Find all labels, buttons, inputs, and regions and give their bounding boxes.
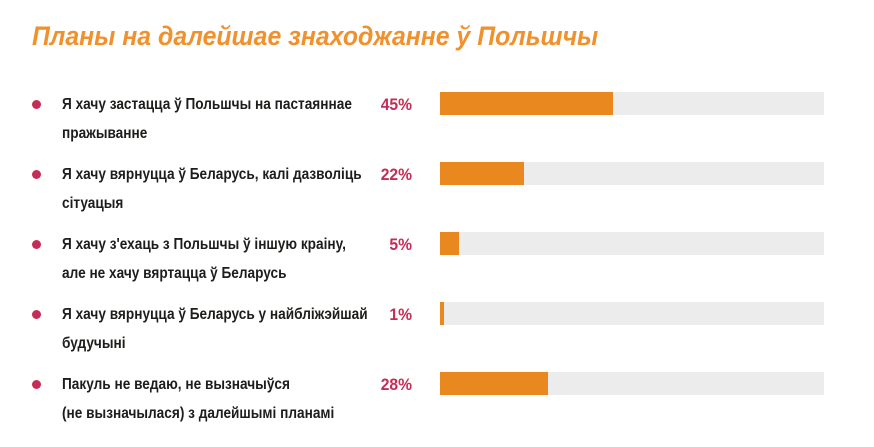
label-line-2: будучыні [62, 335, 126, 352]
label-line-1: Я хачу вярнуцца ў Беларусь у найбліжэйша… [62, 306, 368, 323]
chart-row: Я хачу з'ехаць з Польшчы ў іншую краіну,… [32, 230, 824, 300]
row-value: 22% [380, 165, 412, 184]
bar-track [440, 162, 824, 185]
bullet-icon [32, 380, 41, 389]
row-value: 45% [380, 95, 412, 114]
chart-row: Пакуль не ведаю, не вызначыўся (не вызна… [32, 370, 824, 428]
page: { "colors": { "title_color": "#F1912D", … [0, 20, 874, 447]
row-value: 28% [380, 375, 412, 394]
bar-track [440, 232, 824, 255]
bar-track [440, 92, 824, 115]
row-value: 1% [389, 305, 412, 324]
bar-fill [440, 92, 613, 115]
label-line-1: Я хачу застацца ў Польшчы на пастаяннае [62, 96, 352, 113]
bar-fill [440, 162, 525, 185]
bar-fill [440, 302, 444, 325]
label-line-1: Я хачу вярнуцца ў Беларусь, калі дазволі… [62, 166, 362, 183]
bullet-icon [32, 310, 41, 319]
bar-track [440, 302, 824, 325]
chart-row: Я хачу вярнуцца ў Беларусь, калі дазволі… [32, 160, 824, 230]
bullet-icon [32, 170, 41, 179]
bullet-icon [32, 100, 41, 109]
label-line-2: (не вызначылася) з далейшымі планамі [62, 405, 335, 422]
label-line-2: пражыванне [62, 125, 148, 142]
bar-fill [440, 232, 460, 255]
label-line-2: але не хачу вяртацца ў Беларусь [62, 265, 287, 282]
chart-row: Я хачу застацца ў Польшчы на пастаяннае … [32, 90, 824, 160]
row-value: 5% [389, 235, 412, 254]
page-title: Планы на далейшае знаходжанне ў Польшчы [32, 21, 599, 51]
bar-chart: Я хачу застацца ў Польшчы на пастаяннае … [0, 90, 874, 428]
bar-track [440, 372, 824, 395]
bullet-icon [32, 240, 41, 249]
label-line-1: Я хачу з'ехаць з Польшчы ў іншую краіну, [62, 236, 346, 253]
row-label: Я хачу вярнуцца ў Беларусь, калі дазволі… [62, 160, 362, 218]
row-label: Я хачу застацца ў Польшчы на пастаяннае … [62, 90, 362, 148]
row-label: Я хачу вярнуцца ў Беларусь у найбліжэйша… [62, 300, 368, 358]
row-label: Я хачу з'ехаць з Польшчы ў іншую краіну,… [62, 230, 362, 288]
chart-row: Я хачу вярнуцца ў Беларусь у найбліжэйша… [32, 300, 824, 370]
bar-fill [440, 372, 548, 395]
row-label: Пакуль не ведаю, не вызначыўся (не вызна… [62, 370, 362, 428]
label-line-1: Пакуль не ведаю, не вызначыўся [62, 376, 290, 393]
label-line-2: сітуацыя [62, 195, 124, 212]
